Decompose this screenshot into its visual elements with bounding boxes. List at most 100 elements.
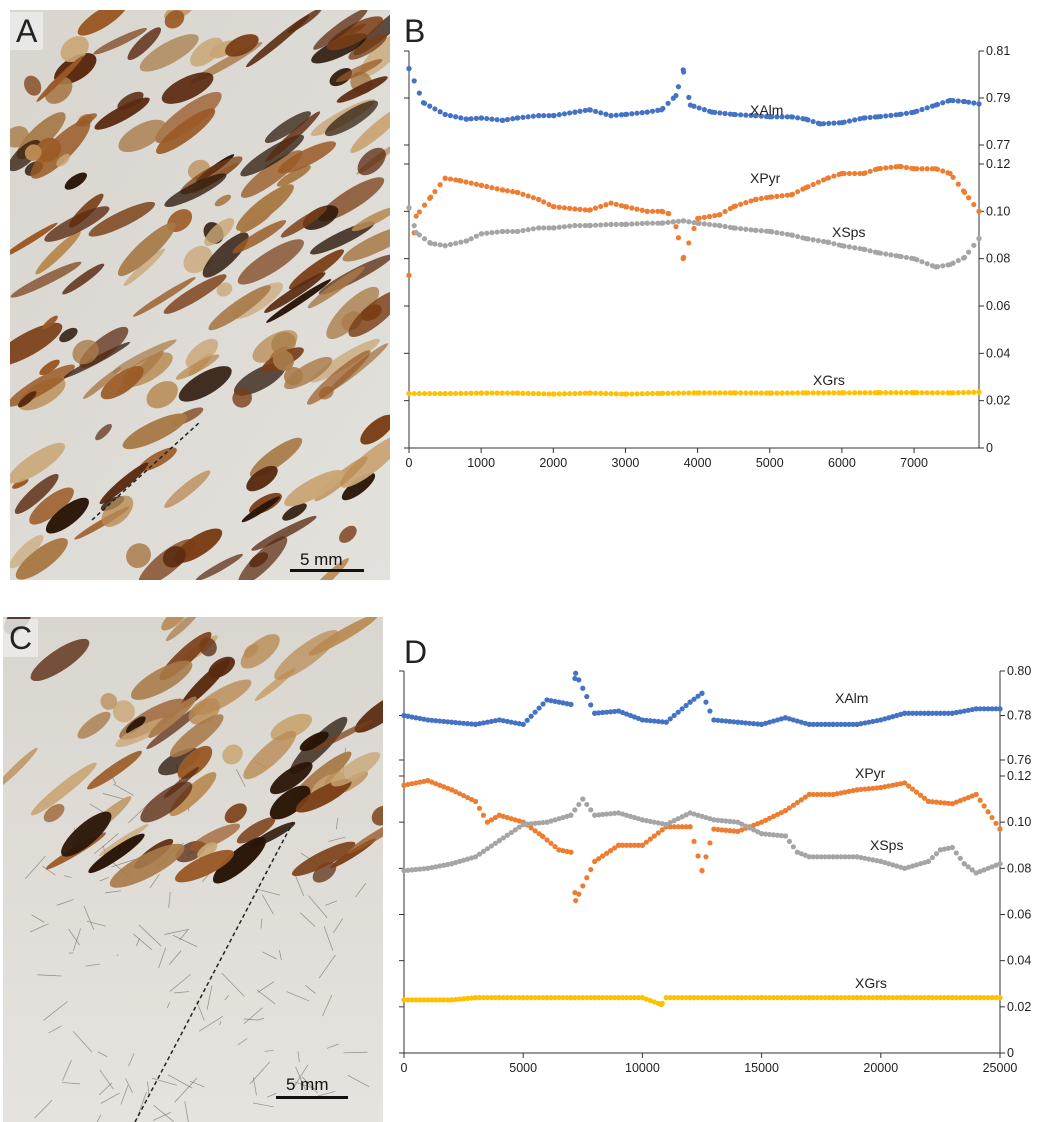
data-point: [919, 106, 925, 113]
data-point: [955, 390, 961, 396]
mineral-grain: [77, 10, 128, 36]
data-point: [417, 866, 423, 872]
data-point: [560, 814, 566, 821]
data-point: [409, 714, 415, 720]
data-point: [580, 995, 586, 1001]
fracture-line: [102, 793, 125, 800]
data-point: [699, 868, 705, 874]
data-point: [472, 854, 479, 860]
data-point: [472, 721, 479, 727]
data-point: [919, 166, 925, 172]
data-point: [615, 810, 622, 816]
data-point: [510, 116, 516, 122]
data-point: [937, 799, 944, 806]
data-point: [453, 719, 459, 726]
data-point: [600, 811, 606, 818]
data-point: [937, 995, 944, 1001]
data-point: [613, 391, 619, 397]
fracture-line: [149, 874, 160, 889]
data-point: [421, 390, 428, 397]
data-point: [831, 173, 837, 179]
data-point: [532, 709, 538, 715]
data-point: [917, 861, 924, 867]
data-point: [838, 721, 844, 727]
data-point: [940, 263, 946, 269]
data-point: [437, 997, 443, 1003]
data-point: [417, 715, 423, 722]
fracture-line: [256, 989, 276, 1005]
data-point: [965, 794, 971, 801]
data-point: [671, 818, 677, 824]
data-point: [576, 995, 582, 1001]
mineral-grain: [100, 365, 144, 400]
data-point: [577, 390, 583, 396]
data-point: [639, 995, 645, 1001]
fracture-line: [83, 905, 95, 930]
data-point: [945, 995, 951, 1001]
data-point: [699, 813, 705, 819]
data-point: [561, 111, 568, 117]
mineral-grain: [10, 364, 75, 407]
data-point: [846, 788, 852, 794]
data-point: [870, 995, 876, 1001]
data-point: [582, 107, 588, 114]
chart-b: 0.77 0.79 0.81 0 0.02 0.04 0.06 0.08 0.10 0.12 0 10…: [404, 44, 1010, 470]
data-point: [973, 870, 979, 876]
data-point: [573, 898, 579, 904]
data-point: [830, 721, 836, 727]
data-point: [735, 819, 741, 825]
data-point: [411, 78, 417, 84]
data-point: [611, 995, 618, 1001]
data-point: [671, 995, 677, 1001]
data-point: [629, 111, 635, 117]
fracture-line: [168, 891, 171, 908]
data-point: [598, 222, 604, 228]
data-point: [514, 390, 520, 396]
data-point: [406, 66, 412, 72]
data-point: [500, 813, 506, 819]
data-point: [743, 200, 749, 206]
data-point: [937, 847, 944, 853]
data-point: [564, 701, 570, 707]
data-point: [683, 995, 689, 1001]
mineral-grain: [10, 261, 82, 298]
data-point: [961, 98, 968, 105]
mineral-grain: [148, 696, 197, 738]
data-point: [993, 820, 999, 826]
mineral-grain: [339, 525, 357, 543]
data-point: [603, 111, 609, 117]
series-xpyr: XPyr: [401, 765, 1003, 904]
data-point: [933, 710, 940, 716]
mineral-grain: [302, 205, 339, 230]
data-point: [911, 166, 917, 172]
data-point: [810, 118, 816, 125]
data-point: [695, 853, 701, 859]
data-point: [758, 390, 764, 396]
series-label-xpyr: XPyr: [855, 765, 886, 781]
panel-label-a: A: [10, 12, 44, 50]
data-point: [731, 204, 737, 210]
data-point: [504, 116, 511, 123]
data-point: [875, 390, 881, 396]
data-point: [903, 390, 910, 396]
data-point: [786, 995, 793, 1001]
mineral-grain: [126, 543, 151, 568]
data-point: [596, 856, 602, 862]
data-point: [955, 181, 961, 187]
data-point: [613, 221, 619, 227]
data-point: [866, 786, 872, 792]
data-point: [707, 816, 713, 822]
data-point: [613, 201, 619, 207]
fracture-line: [137, 1091, 147, 1117]
data-point: [525, 227, 531, 233]
fracture-line: [264, 1050, 274, 1052]
data-point: [603, 202, 609, 208]
data-point: [966, 389, 972, 396]
series-xgrs: XGrs: [401, 975, 1003, 1008]
data-point: [683, 824, 689, 830]
mineral-grain: [340, 434, 390, 488]
data-point: [894, 995, 900, 1001]
data-point: [866, 995, 872, 1001]
data-point: [798, 851, 804, 857]
data-point: [649, 390, 656, 397]
